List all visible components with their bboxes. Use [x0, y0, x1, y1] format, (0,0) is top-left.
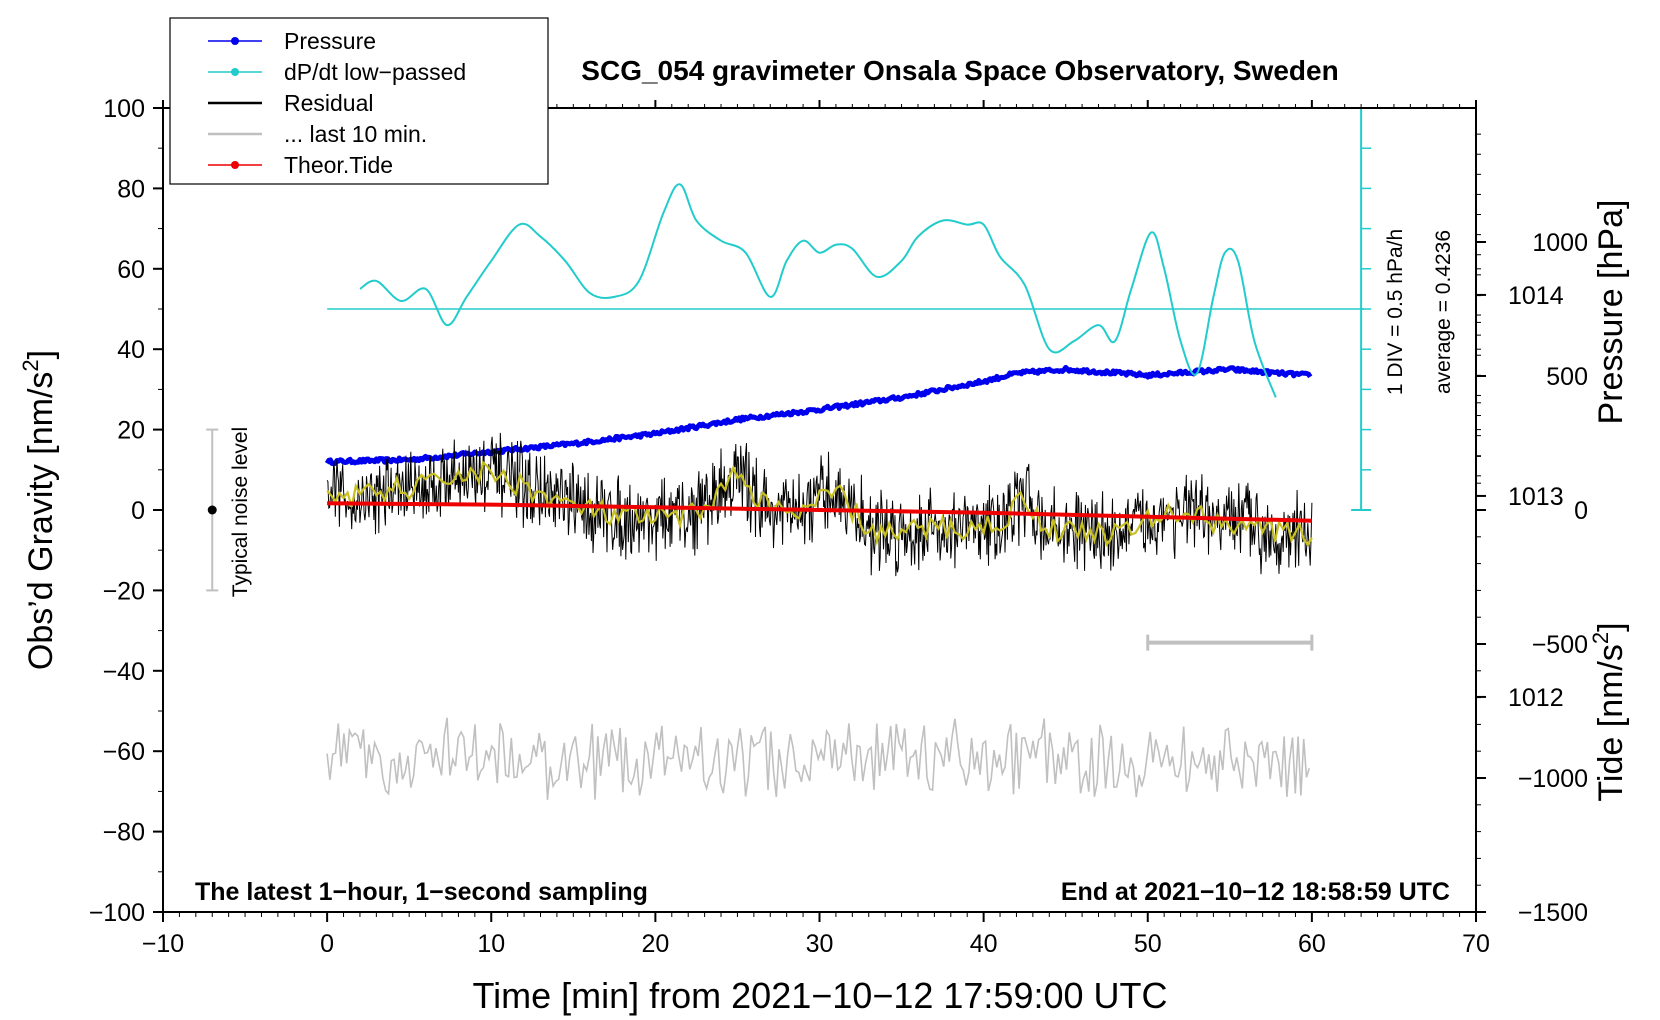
- y-tick-label: 20: [117, 417, 145, 445]
- x-tick-label: 20: [641, 930, 669, 958]
- tide-tick-label: −500: [1532, 631, 1588, 659]
- x-tick-label: 70: [1462, 930, 1490, 958]
- y-tick-label: −80: [103, 819, 145, 847]
- y-tick-label: −40: [103, 658, 145, 686]
- x-tick-label: 40: [970, 930, 998, 958]
- y-tick-label: 80: [117, 175, 145, 203]
- y-tick-label: −100: [89, 899, 145, 927]
- pressure-tick-label: 1014: [1508, 282, 1564, 310]
- x-tick-label: 10: [477, 930, 505, 958]
- y-axis-label-tide-sup: 2: [1588, 632, 1613, 644]
- tide-tick-label: −1500: [1518, 899, 1588, 927]
- x-tick-label: −10: [142, 930, 184, 958]
- residual-series: [326, 432, 1313, 577]
- y-tick-label: −60: [103, 738, 145, 766]
- tide-tick-label: 1000: [1532, 229, 1588, 257]
- tide-tick-label: 500: [1546, 363, 1588, 391]
- legend-marker: [231, 68, 239, 76]
- tide-tick-label: 0: [1574, 497, 1588, 525]
- tide-series: [327, 501, 1312, 523]
- y-tick-label: 60: [117, 256, 145, 284]
- legend-label: Pressure: [284, 28, 376, 54]
- footer-right-note: End at 2021−10−12 18:58:59 UTC: [1061, 878, 1450, 906]
- footer-left-note: The latest 1−hour, 1−second sampling: [195, 878, 648, 906]
- y-axis-label-pressure: Pressure [hPa]: [1592, 200, 1630, 425]
- x-tick-label: 60: [1298, 930, 1326, 958]
- dpdt-average-label: average = 0.4236: [1432, 230, 1455, 394]
- dpdt-series: [359, 183, 1277, 398]
- tick-layer: −10 0 10 20 30 40 50 60 70100806040200−20−40−60−…: [89, 95, 1588, 958]
- y-tick-label: −20: [103, 577, 145, 605]
- noise-level-label: Typical noise level: [229, 427, 252, 597]
- legend-box: [169, 17, 549, 185]
- residual-mean-series: [326, 460, 1313, 547]
- y-axis-label-tide: Tide [nm/s2]: [1588, 622, 1630, 801]
- noise-bar-center: [207, 505, 217, 515]
- y-tick-label: 100: [103, 95, 145, 123]
- y-axis-label-gravity-sup: 2: [18, 359, 43, 371]
- y-axis-label-gravity: Obs’d Gravity [nm/s2]: [18, 350, 60, 670]
- tide-tick-label: −1000: [1518, 765, 1588, 793]
- legend-marker: [231, 37, 239, 45]
- y-tick-label: 0: [131, 497, 145, 525]
- chart-title: SCG_054 gravimeter Onsala Space Observat…: [581, 55, 1338, 86]
- legend-label: Theor.Tide: [284, 152, 393, 178]
- x-axis-label: Time [min] from 2021−10−12 17:59:00 UTC: [472, 975, 1167, 1016]
- series-layer: [206, 107, 1372, 800]
- x-tick-label: 30: [806, 930, 834, 958]
- legend: Pressure dP/dt low−passed Residual ... last…: [169, 17, 549, 185]
- legend-label: ... last 10 min.: [284, 121, 427, 147]
- legend-label: dP/dt low−passed: [284, 59, 466, 85]
- dpdt-scale-label: 1 DIV = 0.5 hPa/h: [1384, 229, 1407, 395]
- pressure-tick-label: 1013: [1508, 483, 1564, 511]
- x-tick-label: 50: [1134, 930, 1162, 958]
- legend-marker: [231, 161, 239, 169]
- y-tick-label: 40: [117, 336, 145, 364]
- last10-series: [326, 717, 1310, 800]
- legend-label: Residual: [284, 90, 374, 116]
- pressure-tick-label: 1012: [1508, 684, 1564, 712]
- x-tick-label: 0: [320, 930, 334, 958]
